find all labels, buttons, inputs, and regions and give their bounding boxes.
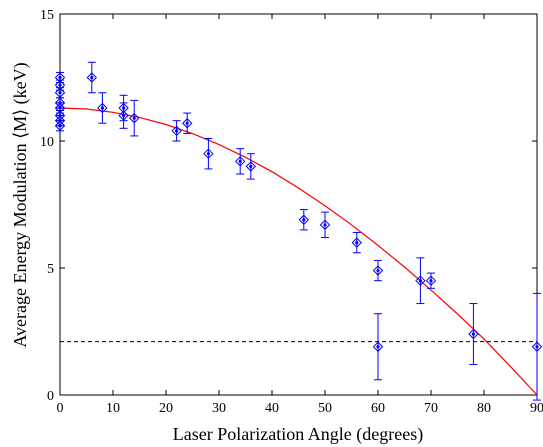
data-point-marker	[298, 214, 310, 225]
data-point-dot	[122, 114, 126, 118]
x-tick-label: 30	[212, 401, 226, 416]
data-point-dot	[418, 279, 422, 283]
data-point-dot	[238, 159, 242, 163]
plot-area: 0 10 20 30 40 50 60 70 80 90 0 5 10 15	[40, 8, 543, 416]
x-axis-label: Laser Polarization Angle (degrees)	[173, 424, 423, 445]
data-point-dot	[175, 129, 179, 133]
data-point-marker	[128, 112, 140, 124]
data-point-dot	[58, 75, 62, 80]
x-tick-label: 90	[530, 401, 543, 416]
data-point-dot	[90, 75, 94, 80]
data-point-marker	[54, 120, 66, 131]
data-point-marker	[372, 265, 384, 276]
x-tick-label: 10	[106, 401, 120, 416]
data-point-marker	[319, 219, 331, 231]
data-point-dot	[58, 106, 62, 110]
data-point-dot	[132, 116, 136, 120]
data-point-marker	[372, 341, 384, 352]
y-tick-label: 10	[40, 135, 54, 150]
data-point-marker	[203, 148, 214, 159]
data-point-dot	[58, 124, 62, 128]
data-point-marker	[54, 87, 66, 98]
data-point-dot	[376, 345, 380, 349]
data-point-dot	[323, 223, 327, 227]
data-point-dot	[58, 83, 62, 87]
data-point-dot	[249, 164, 253, 168]
data-point-marker	[118, 110, 129, 121]
y-tick-label: 5	[47, 262, 54, 277]
data-point-dot	[100, 106, 104, 110]
data-point-marker	[245, 161, 257, 172]
data-point-dot	[376, 268, 380, 273]
data-point-dot	[429, 279, 433, 283]
plot-frame	[59, 13, 538, 396]
x-tick-label: 40	[265, 401, 279, 416]
data-point-marker	[531, 341, 543, 352]
data-point-marker	[86, 72, 98, 83]
data-point-dot	[58, 91, 62, 95]
x-tick-label: 0	[57, 401, 64, 416]
data-point-dot	[185, 121, 189, 125]
data-point-dot	[535, 345, 539, 349]
data-point-marker	[97, 102, 108, 114]
fit-curve	[59, 107, 538, 396]
x-tick-label: 50	[318, 401, 332, 416]
data-point-marker	[234, 156, 246, 167]
data-point-marker	[351, 237, 363, 248]
data-point-dot	[302, 218, 306, 222]
y-axis-label: Average Energy Modulation ⟨M⟩ (keV)	[10, 62, 31, 347]
data-point-dot	[471, 332, 475, 336]
x-tick-label: 60	[371, 401, 385, 416]
data-point-marker	[171, 125, 182, 137]
data-point-marker	[468, 328, 479, 340]
x-tick-label: 20	[159, 401, 173, 416]
data-point-dot	[355, 241, 359, 245]
x-tick-label: 80	[477, 401, 491, 416]
data-point-dot	[206, 152, 210, 156]
data-point-marker	[415, 275, 426, 286]
x-tick-label: 70	[424, 401, 438, 416]
data-point-marker	[425, 275, 437, 286]
data-point-marker	[181, 118, 193, 129]
y-tick-label: 15	[40, 8, 54, 23]
y-tick-label: 0	[47, 389, 54, 404]
